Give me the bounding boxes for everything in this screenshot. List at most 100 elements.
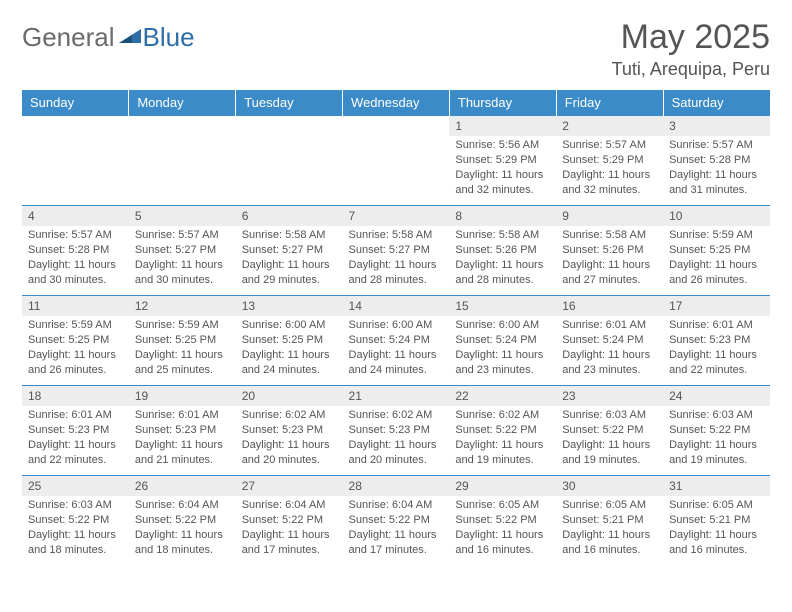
header: General Blue May 2025 Tuti, Arequipa, Pe… [22, 18, 770, 80]
calendar-row: 25Sunrise: 6:03 AMSunset: 5:22 PMDayligh… [22, 476, 770, 566]
calendar-cell: 22Sunrise: 6:02 AMSunset: 5:22 PMDayligh… [449, 386, 556, 476]
weekday-header: Monday [129, 90, 236, 116]
day-number: 8 [449, 206, 556, 226]
calendar-row: 11Sunrise: 5:59 AMSunset: 5:25 PMDayligh… [22, 296, 770, 386]
weekday-header: Sunday [22, 90, 129, 116]
calendar-cell: 17Sunrise: 6:01 AMSunset: 5:23 PMDayligh… [663, 296, 770, 386]
day-number: 18 [22, 386, 129, 406]
day-info: Sunrise: 6:01 AMSunset: 5:24 PMDaylight:… [556, 316, 663, 379]
day-info: Sunrise: 6:02 AMSunset: 5:23 PMDaylight:… [236, 406, 343, 469]
day-number: 27 [236, 476, 343, 496]
day-number: 13 [236, 296, 343, 316]
calendar-cell: 7Sunrise: 5:58 AMSunset: 5:27 PMDaylight… [343, 206, 450, 296]
day-info: Sunrise: 6:04 AMSunset: 5:22 PMDaylight:… [343, 496, 450, 559]
day-number: 29 [449, 476, 556, 496]
weekday-header: Saturday [663, 90, 770, 116]
day-info: Sunrise: 6:01 AMSunset: 5:23 PMDaylight:… [663, 316, 770, 379]
day-info: Sunrise: 6:03 AMSunset: 5:22 PMDaylight:… [22, 496, 129, 559]
calendar-cell: 8Sunrise: 5:58 AMSunset: 5:26 PMDaylight… [449, 206, 556, 296]
weekday-header: Thursday [449, 90, 556, 116]
day-info: Sunrise: 6:02 AMSunset: 5:23 PMDaylight:… [343, 406, 450, 469]
day-info: Sunrise: 6:00 AMSunset: 5:24 PMDaylight:… [343, 316, 450, 379]
day-info: Sunrise: 6:05 AMSunset: 5:21 PMDaylight:… [663, 496, 770, 559]
day-info: Sunrise: 5:58 AMSunset: 5:26 PMDaylight:… [556, 226, 663, 289]
calendar-cell [236, 116, 343, 206]
day-info: Sunrise: 5:58 AMSunset: 5:26 PMDaylight:… [449, 226, 556, 289]
calendar-row: 1Sunrise: 5:56 AMSunset: 5:29 PMDaylight… [22, 116, 770, 206]
calendar-cell [129, 116, 236, 206]
day-info: Sunrise: 6:03 AMSunset: 5:22 PMDaylight:… [556, 406, 663, 469]
calendar-cell: 21Sunrise: 6:02 AMSunset: 5:23 PMDayligh… [343, 386, 450, 476]
weekday-header: Tuesday [236, 90, 343, 116]
day-number: 6 [236, 206, 343, 226]
weekday-header: Friday [556, 90, 663, 116]
day-number: 3 [663, 116, 770, 136]
calendar-cell: 24Sunrise: 6:03 AMSunset: 5:22 PMDayligh… [663, 386, 770, 476]
day-number: 7 [343, 206, 450, 226]
calendar-cell: 15Sunrise: 6:00 AMSunset: 5:24 PMDayligh… [449, 296, 556, 386]
calendar-cell: 25Sunrise: 6:03 AMSunset: 5:22 PMDayligh… [22, 476, 129, 566]
location: Tuti, Arequipa, Peru [612, 59, 770, 80]
day-number: 28 [343, 476, 450, 496]
day-info: Sunrise: 5:57 AMSunset: 5:28 PMDaylight:… [22, 226, 129, 289]
day-number: 1 [449, 116, 556, 136]
calendar-cell: 14Sunrise: 6:00 AMSunset: 5:24 PMDayligh… [343, 296, 450, 386]
calendar-cell: 26Sunrise: 6:04 AMSunset: 5:22 PMDayligh… [129, 476, 236, 566]
day-number: 4 [22, 206, 129, 226]
calendar-cell: 16Sunrise: 6:01 AMSunset: 5:24 PMDayligh… [556, 296, 663, 386]
calendar-table: SundayMondayTuesdayWednesdayThursdayFrid… [22, 90, 770, 566]
day-number: 24 [663, 386, 770, 406]
day-number: 30 [556, 476, 663, 496]
day-info: Sunrise: 5:57 AMSunset: 5:28 PMDaylight:… [663, 136, 770, 199]
calendar-cell: 9Sunrise: 5:58 AMSunset: 5:26 PMDaylight… [556, 206, 663, 296]
day-info: Sunrise: 6:01 AMSunset: 5:23 PMDaylight:… [22, 406, 129, 469]
calendar-cell: 23Sunrise: 6:03 AMSunset: 5:22 PMDayligh… [556, 386, 663, 476]
day-number: 5 [129, 206, 236, 226]
day-info: Sunrise: 6:04 AMSunset: 5:22 PMDaylight:… [129, 496, 236, 559]
calendar-cell: 12Sunrise: 5:59 AMSunset: 5:25 PMDayligh… [129, 296, 236, 386]
day-number: 2 [556, 116, 663, 136]
day-info: Sunrise: 6:05 AMSunset: 5:21 PMDaylight:… [556, 496, 663, 559]
day-number: 25 [22, 476, 129, 496]
calendar-cell: 13Sunrise: 6:00 AMSunset: 5:25 PMDayligh… [236, 296, 343, 386]
day-number: 22 [449, 386, 556, 406]
day-number: 11 [22, 296, 129, 316]
day-number: 9 [556, 206, 663, 226]
calendar-cell: 19Sunrise: 6:01 AMSunset: 5:23 PMDayligh… [129, 386, 236, 476]
calendar-cell: 18Sunrise: 6:01 AMSunset: 5:23 PMDayligh… [22, 386, 129, 476]
logo-mark-icon [119, 26, 141, 49]
day-number: 20 [236, 386, 343, 406]
calendar-cell: 10Sunrise: 5:59 AMSunset: 5:25 PMDayligh… [663, 206, 770, 296]
calendar-cell: 31Sunrise: 6:05 AMSunset: 5:21 PMDayligh… [663, 476, 770, 566]
day-info: Sunrise: 6:01 AMSunset: 5:23 PMDaylight:… [129, 406, 236, 469]
calendar-cell: 30Sunrise: 6:05 AMSunset: 5:21 PMDayligh… [556, 476, 663, 566]
calendar-cell [343, 116, 450, 206]
calendar-cell: 5Sunrise: 5:57 AMSunset: 5:27 PMDaylight… [129, 206, 236, 296]
day-number: 17 [663, 296, 770, 316]
calendar-cell: 1Sunrise: 5:56 AMSunset: 5:29 PMDaylight… [449, 116, 556, 206]
day-info: Sunrise: 6:03 AMSunset: 5:22 PMDaylight:… [663, 406, 770, 469]
day-number: 10 [663, 206, 770, 226]
day-number: 31 [663, 476, 770, 496]
day-info: Sunrise: 5:59 AMSunset: 5:25 PMDaylight:… [22, 316, 129, 379]
day-number: 16 [556, 296, 663, 316]
calendar-head: SundayMondayTuesdayWednesdayThursdayFrid… [22, 90, 770, 116]
calendar-cell: 4Sunrise: 5:57 AMSunset: 5:28 PMDaylight… [22, 206, 129, 296]
logo: General Blue [22, 18, 195, 53]
calendar-cell: 27Sunrise: 6:04 AMSunset: 5:22 PMDayligh… [236, 476, 343, 566]
day-info: Sunrise: 5:58 AMSunset: 5:27 PMDaylight:… [343, 226, 450, 289]
day-number: 19 [129, 386, 236, 406]
day-number: 21 [343, 386, 450, 406]
calendar-cell: 3Sunrise: 5:57 AMSunset: 5:28 PMDaylight… [663, 116, 770, 206]
calendar-cell: 28Sunrise: 6:04 AMSunset: 5:22 PMDayligh… [343, 476, 450, 566]
month-title: May 2025 [612, 18, 770, 57]
day-number: 15 [449, 296, 556, 316]
calendar-cell: 2Sunrise: 5:57 AMSunset: 5:29 PMDaylight… [556, 116, 663, 206]
calendar-cell: 6Sunrise: 5:58 AMSunset: 5:27 PMDaylight… [236, 206, 343, 296]
calendar-cell [22, 116, 129, 206]
calendar-body: 1Sunrise: 5:56 AMSunset: 5:29 PMDaylight… [22, 116, 770, 566]
weekday-header: Wednesday [343, 90, 450, 116]
day-info: Sunrise: 5:57 AMSunset: 5:29 PMDaylight:… [556, 136, 663, 199]
calendar-cell: 20Sunrise: 6:02 AMSunset: 5:23 PMDayligh… [236, 386, 343, 476]
calendar-cell: 29Sunrise: 6:05 AMSunset: 5:22 PMDayligh… [449, 476, 556, 566]
